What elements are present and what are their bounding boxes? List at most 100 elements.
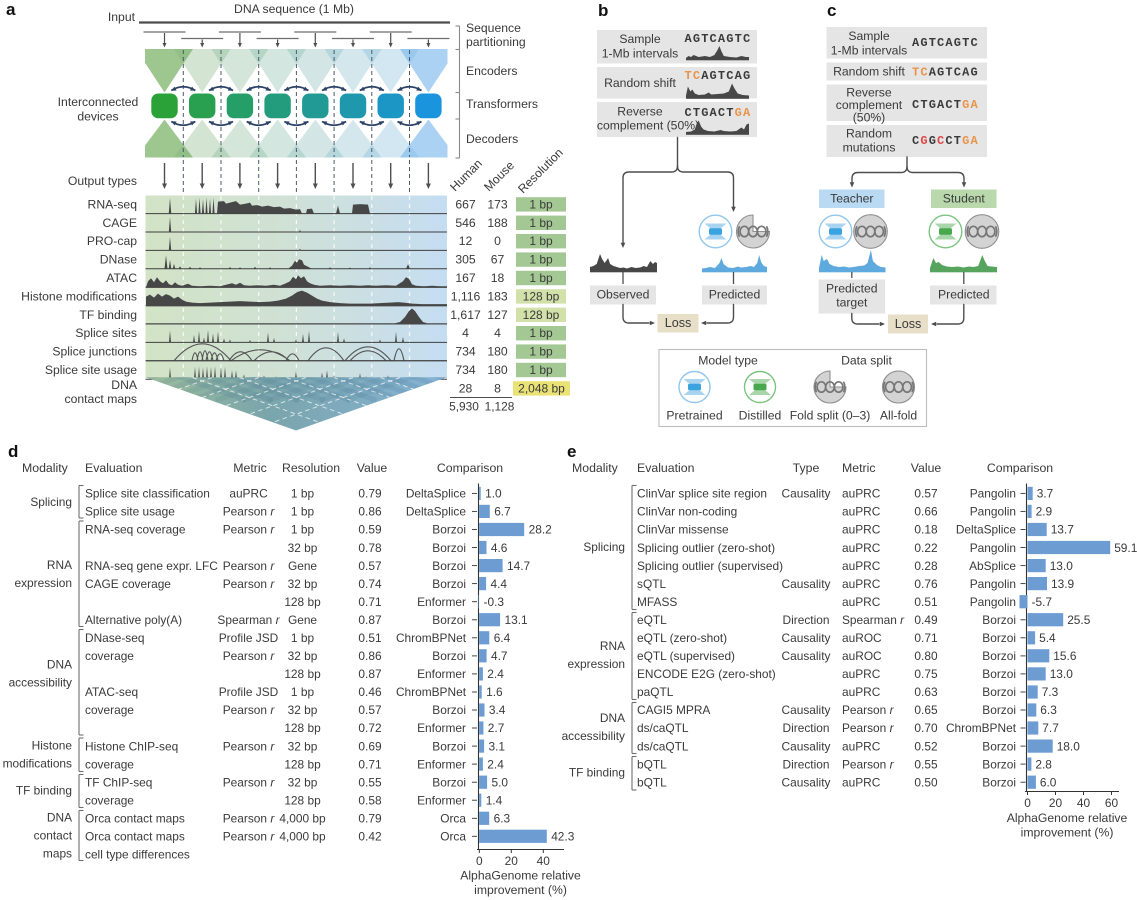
svg-text:e: e	[567, 442, 576, 461]
svg-text:12: 12	[459, 234, 473, 248]
svg-text:T: T	[693, 106, 700, 120]
svg-text:Enformer: Enformer	[417, 794, 466, 808]
svg-text:1 bp: 1 bp	[529, 326, 553, 340]
svg-text:Splicing: Splicing	[583, 540, 625, 554]
svg-text:0.76: 0.76	[914, 577, 938, 591]
svg-text:Borzoi: Borzoi	[982, 667, 1016, 681]
svg-text:Gene: Gene	[288, 613, 317, 627]
svg-text:Borzoi: Borzoi	[432, 703, 466, 717]
svg-text:Borzoi: Borzoi	[432, 649, 466, 663]
svg-text:128 bp: 128 bp	[284, 794, 321, 808]
svg-text:expression: expression	[567, 657, 625, 671]
svg-text:1 bp: 1 bp	[529, 363, 553, 377]
svg-text:C: C	[912, 134, 919, 148]
svg-text:32 bp: 32 bp	[288, 775, 318, 789]
svg-text:180: 180	[487, 345, 508, 359]
svg-text:32 bp: 32 bp	[288, 541, 318, 555]
svg-text:A: A	[743, 106, 751, 120]
svg-text:0.63: 0.63	[914, 685, 938, 699]
svg-text:accessibility: accessibility	[9, 675, 72, 689]
svg-text:TF binding: TF binding	[569, 765, 625, 779]
svg-text:T: T	[726, 106, 733, 120]
svg-text:Splicing: Splicing	[30, 495, 72, 509]
svg-text:Direction: Direction	[783, 721, 830, 735]
svg-text:1.6: 1.6	[486, 685, 503, 699]
svg-text:60: 60	[1105, 796, 1119, 810]
svg-text:G: G	[929, 98, 936, 112]
svg-text:TF binding: TF binding	[16, 784, 72, 798]
svg-text:Pearson r: Pearson r	[223, 775, 276, 789]
svg-text:0.57: 0.57	[358, 559, 382, 573]
svg-text:auPRC: auPRC	[842, 775, 881, 789]
svg-text:0.66: 0.66	[914, 505, 938, 519]
svg-text:C: C	[937, 36, 944, 50]
svg-text:Borzoi: Borzoi	[982, 649, 1016, 663]
svg-text:0.42: 0.42	[358, 830, 382, 844]
svg-text:4.4: 4.4	[491, 577, 508, 591]
svg-text:Pangolin: Pangolin	[970, 577, 1016, 591]
svg-text:Histone modifications: Histone modifications	[21, 289, 137, 303]
svg-text:Pearson r: Pearson r	[842, 721, 895, 735]
svg-text:1,128: 1,128	[485, 400, 515, 414]
svg-text:improvement (%): improvement (%)	[474, 883, 567, 897]
svg-text:2.7: 2.7	[488, 721, 505, 735]
svg-text:Pangolin: Pangolin	[970, 505, 1016, 519]
svg-text:auPRC: auPRC	[842, 505, 881, 519]
svg-text:Borzoi: Borzoi	[432, 523, 466, 537]
svg-text:128 bp: 128 bp	[284, 595, 321, 609]
svg-text:auROC: auROC	[842, 631, 882, 645]
svg-text:1-Mb intervals: 1-Mb intervals	[602, 47, 679, 61]
svg-text:Random shift: Random shift	[833, 65, 905, 79]
svg-text:40: 40	[1077, 796, 1091, 810]
svg-text:A: A	[971, 134, 979, 148]
svg-text:b: b	[598, 1, 608, 20]
svg-text:0.71: 0.71	[358, 595, 382, 609]
svg-text:C: C	[743, 32, 750, 46]
svg-text:d: d	[8, 442, 18, 461]
svg-text:5,930: 5,930	[449, 400, 479, 414]
svg-text:Fold split (0–3): Fold split (0–3)	[790, 409, 871, 423]
svg-text:1 bp: 1 bp	[291, 523, 315, 537]
svg-text:0.55: 0.55	[914, 757, 938, 771]
svg-text:Histone ChIP-seq: Histone ChIP-seq	[85, 739, 178, 753]
svg-text:Pearson r: Pearson r	[842, 703, 895, 717]
svg-text:A: A	[685, 32, 693, 46]
svg-text:Borzoi: Borzoi	[432, 559, 466, 573]
svg-text:Pearson r: Pearson r	[223, 812, 276, 826]
svg-text:bQTL: bQTL	[637, 757, 667, 771]
svg-text:Histone: Histone	[32, 739, 73, 753]
svg-text:Teacher: Teacher	[830, 192, 873, 206]
svg-text:Sequence: Sequence	[466, 21, 521, 35]
svg-text:1.4: 1.4	[486, 794, 503, 808]
svg-text:Causality: Causality	[782, 577, 831, 591]
svg-text:CAGI5 MPRA: CAGI5 MPRA	[637, 703, 710, 717]
svg-text:auPRC: auPRC	[842, 595, 881, 609]
svg-text:modifications: modifications	[3, 757, 72, 771]
svg-text:Borzoi: Borzoi	[432, 577, 466, 591]
svg-text:ds/caQTL: ds/caQTL	[637, 739, 689, 753]
svg-text:5.0: 5.0	[492, 775, 509, 789]
svg-text:auPRC: auPRC	[842, 577, 881, 591]
svg-text:0.71: 0.71	[914, 631, 938, 645]
svg-text:C: C	[685, 106, 692, 120]
svg-text:Model type: Model type	[698, 354, 758, 368]
svg-text:A: A	[735, 69, 743, 83]
svg-text:Metric: Metric	[233, 461, 266, 475]
svg-text:20: 20	[505, 854, 519, 868]
svg-text:complement (50%): complement (50%)	[597, 119, 699, 133]
svg-text:0.87: 0.87	[358, 613, 382, 627]
svg-text:7.7: 7.7	[1042, 721, 1059, 735]
svg-text:Encoders: Encoders	[466, 64, 518, 78]
svg-text:TF ChIP-seq: TF ChIP-seq	[85, 775, 152, 789]
svg-text:Splice site usage: Splice site usage	[85, 505, 175, 519]
svg-text:6.4: 6.4	[494, 631, 511, 645]
svg-text:Enformer: Enformer	[417, 595, 466, 609]
svg-text:0.69: 0.69	[358, 739, 382, 753]
svg-text:Pearson r: Pearson r	[223, 505, 276, 519]
svg-text:Predicted: Predicted	[826, 282, 878, 296]
svg-text:T: T	[954, 98, 961, 112]
svg-text:auPRC: auPRC	[842, 559, 881, 573]
svg-text:auPRC: auPRC	[842, 739, 881, 753]
svg-text:T: T	[701, 32, 708, 46]
svg-text:13.9: 13.9	[1051, 577, 1075, 591]
